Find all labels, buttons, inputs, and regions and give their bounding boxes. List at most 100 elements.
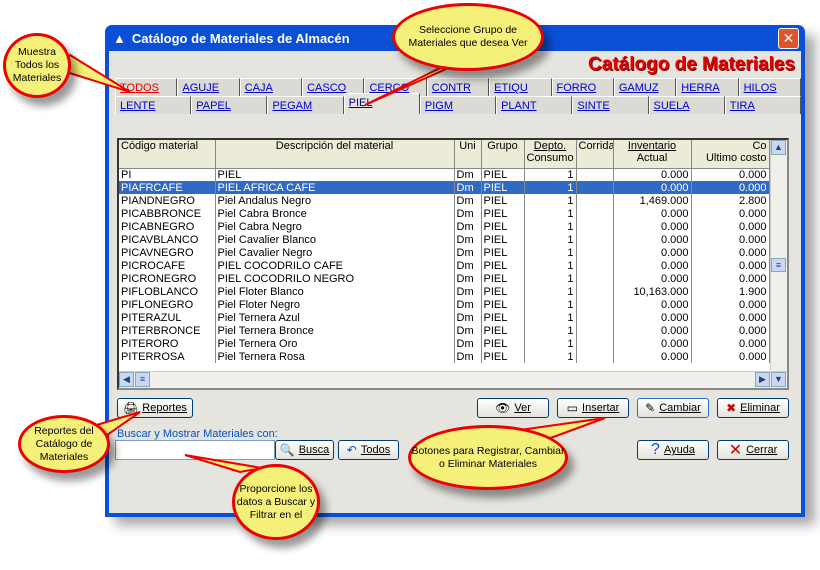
cell-depto[interactable]: 1: [524, 337, 577, 350]
horizontal-scrollbar[interactable]: ◀ ≡ ▶ ▼: [119, 371, 787, 388]
cell-depto[interactable]: 1: [524, 220, 577, 233]
cell-uni[interactable]: Dm: [454, 311, 482, 324]
scroll-right-button[interactable]: ▶: [755, 372, 770, 387]
col-descripcion[interactable]: Descripción del material: [215, 140, 455, 169]
cell-depto[interactable]: 1: [524, 207, 577, 220]
scroll-left-button[interactable]: ◀: [119, 372, 134, 387]
table-row[interactable]: PICRONEGRO PIEL COCODRILO NEGRO Dm PIEL 1 0.0…: [119, 272, 770, 285]
search-input[interactable]: [115, 440, 275, 460]
ver-button[interactable]: 👁 Ver: [477, 398, 549, 418]
tab-pigm[interactable]: PIGM: [419, 96, 497, 114]
cell-codigo[interactable]: PITERAZUL: [119, 311, 216, 324]
cell-uni[interactable]: Dm: [454, 350, 482, 363]
cell-uni[interactable]: Dm: [454, 233, 482, 246]
cell-inventario[interactable]: 0.000: [613, 298, 692, 311]
scroll-thumb[interactable]: ≡: [771, 258, 786, 272]
table-row[interactable]: PITERAZUL Piel Ternera Azul Dm PIEL 1 0.000 0.…: [119, 311, 770, 324]
cell-costo[interactable]: 0.000: [691, 168, 770, 181]
cell-inventario[interactable]: 0.000: [613, 324, 692, 337]
cell-codigo[interactable]: PICRONEGRO: [119, 272, 216, 285]
cell-costo[interactable]: 0.000: [691, 259, 770, 272]
cell-descripcion[interactable]: Piel Cabra Negro: [215, 220, 455, 233]
tab-herra[interactable]: HERRA: [676, 78, 739, 96]
cell-inventario[interactable]: 0.000: [613, 181, 692, 194]
cell-codigo[interactable]: PITERROSA: [119, 350, 216, 363]
tab-plant[interactable]: PLANT: [496, 96, 573, 114]
cell-depto[interactable]: 1: [524, 350, 577, 363]
table-row[interactable]: PICAVBLANCO Piel Cavalier Blanco Dm PIEL 1 0.…: [119, 233, 770, 246]
cell-codigo[interactable]: PICAVBLANCO: [119, 233, 216, 246]
cell-grupo[interactable]: PIEL: [481, 272, 525, 285]
cell-descripcion[interactable]: Piel Ternera Azul: [215, 311, 455, 324]
cell-uni[interactable]: Dm: [454, 324, 482, 337]
cell-inventario[interactable]: 0.000: [613, 272, 692, 285]
tab-pegam[interactable]: PEGAM: [267, 96, 344, 114]
table-row[interactable]: PITERORO Piel Ternera Oro Dm PIEL 1 0.000 0.00…: [119, 337, 770, 350]
cell-grupo[interactable]: PIEL: [481, 259, 525, 272]
cell-descripcion[interactable]: Piel Ternera Rosa: [215, 350, 455, 363]
cell-grupo[interactable]: PIEL: [481, 246, 525, 259]
cell-costo[interactable]: 0.000: [691, 298, 770, 311]
cell-inventario[interactable]: 0.000: [613, 311, 692, 324]
cell-codigo[interactable]: PICABNEGRO: [119, 220, 216, 233]
tab-tira[interactable]: TIRA: [724, 96, 801, 114]
cell-codigo[interactable]: PIANDNEGRO: [119, 194, 216, 207]
cell-inventario[interactable]: 1,469.000: [613, 194, 692, 207]
tab-caja[interactable]: CAJA: [239, 78, 303, 96]
cell-costo[interactable]: 0.000: [691, 233, 770, 246]
cell-descripcion[interactable]: Piel Floter Negro: [215, 298, 455, 311]
tab-todos[interactable]: TODOS: [115, 78, 178, 96]
cell-codigo[interactable]: PIFLONEGRO: [119, 298, 216, 311]
cell-uni[interactable]: Dm: [454, 181, 482, 194]
cell-uni[interactable]: Dm: [454, 246, 482, 259]
cell-grupo[interactable]: PIEL: [481, 207, 525, 220]
col-costo[interactable]: Co Ultimo costo: [691, 140, 770, 169]
table-row[interactable]: PICAVNEGRO Piel Cavalier Negro Dm PIEL 1 0.00…: [119, 246, 770, 259]
cell-corrida[interactable]: [576, 350, 614, 363]
col-grupo[interactable]: Grupo: [481, 140, 525, 169]
col-corrida[interactable]: Corrida: [576, 140, 614, 169]
cell-inventario[interactable]: 0.000: [613, 168, 692, 181]
cell-uni[interactable]: Dm: [454, 259, 482, 272]
cell-codigo[interactable]: PICAVNEGRO: [119, 246, 216, 259]
cell-descripcion[interactable]: PIEL: [215, 168, 455, 181]
tab-lente[interactable]: LENTE: [115, 96, 192, 114]
tab-casco[interactable]: CASCO: [302, 78, 365, 96]
todos-button[interactable]: ↶ Todos: [338, 440, 399, 460]
cell-depto[interactable]: 1: [524, 233, 577, 246]
cell-uni[interactable]: Dm: [454, 207, 482, 220]
tab-papel[interactable]: PAPEL: [191, 96, 268, 114]
cell-corrida[interactable]: [576, 168, 614, 181]
cell-corrida[interactable]: [576, 324, 614, 337]
cell-corrida[interactable]: [576, 220, 614, 233]
cell-uni[interactable]: Dm: [454, 168, 482, 181]
cell-inventario[interactable]: 0.000: [613, 259, 692, 272]
scroll-up-button[interactable]: ▲: [771, 140, 786, 155]
cell-depto[interactable]: 1: [524, 259, 577, 272]
cell-costo[interactable]: 0.000: [691, 350, 770, 363]
cell-uni[interactable]: Dm: [454, 272, 482, 285]
cell-corrida[interactable]: [576, 194, 614, 207]
cell-grupo[interactable]: PIEL: [481, 285, 525, 298]
cell-depto[interactable]: 1: [524, 272, 577, 285]
cell-depto[interactable]: 1: [524, 194, 577, 207]
cell-descripcion[interactable]: Piel Cabra Bronce: [215, 207, 455, 220]
tab-sinte[interactable]: SINTE: [572, 96, 649, 114]
cell-corrida[interactable]: [576, 272, 614, 285]
cell-corrida[interactable]: [576, 337, 614, 350]
cell-corrida[interactable]: [576, 233, 614, 246]
tab-gamuz[interactable]: GAMUZ: [613, 78, 677, 96]
tab-etiqu[interactable]: ETIQU: [489, 78, 552, 96]
cell-depto[interactable]: 1: [524, 298, 577, 311]
cell-depto[interactable]: 1: [524, 246, 577, 259]
cell-inventario[interactable]: 0.000: [613, 337, 692, 350]
cell-grupo[interactable]: PIEL: [481, 350, 525, 363]
col-depto[interactable]: Depto. Consumo: [524, 140, 577, 169]
cell-codigo[interactable]: PICABBRONCE: [119, 207, 216, 220]
cell-codigo[interactable]: PITERORO: [119, 337, 216, 350]
insertar-button[interactable]: ▭ Insertar: [557, 398, 629, 418]
cell-descripcion[interactable]: PIEL AFRICA CAFE: [215, 181, 455, 194]
cell-codigo[interactable]: PI: [119, 168, 216, 181]
cell-inventario[interactable]: 0.000: [613, 233, 692, 246]
cell-descripcion[interactable]: Piel Ternera Oro: [215, 337, 455, 350]
